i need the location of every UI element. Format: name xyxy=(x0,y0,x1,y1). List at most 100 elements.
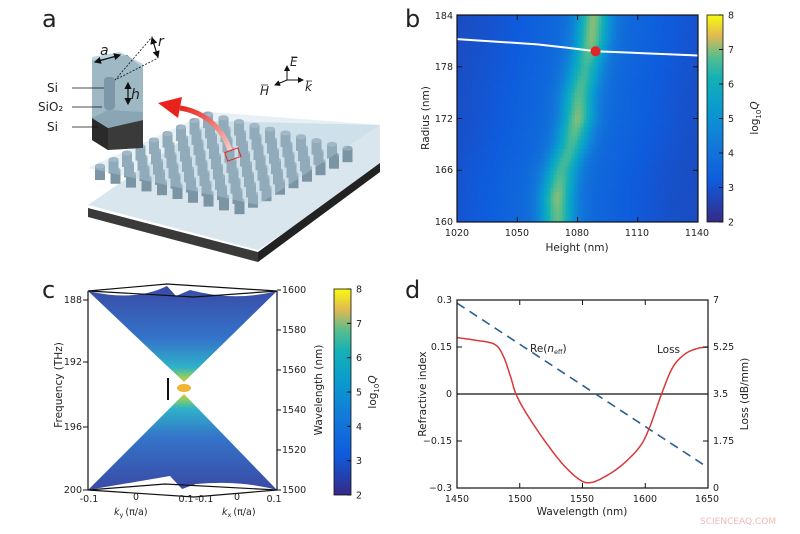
heatmap-cell xyxy=(484,75,488,81)
heatmap-cell xyxy=(583,204,587,210)
heatmap-cell xyxy=(517,75,521,81)
heatmap-cell xyxy=(565,36,569,42)
heatmap-cell xyxy=(556,118,560,124)
heatmap-cell xyxy=(634,71,639,76)
heatmap-cell xyxy=(484,174,488,180)
heatmap-cell xyxy=(664,105,669,111)
heatmap-cell xyxy=(628,127,633,132)
heatmap-cell xyxy=(616,23,621,29)
heatmap-cell xyxy=(517,157,521,163)
heatmap-cell xyxy=(634,32,639,37)
heatmap-cell xyxy=(688,148,693,154)
heatmap-cell xyxy=(646,135,651,141)
heatmap-cell xyxy=(514,45,518,50)
heatmap-cell xyxy=(589,79,593,85)
heatmap-cell xyxy=(523,105,527,111)
heatmap-cell xyxy=(553,79,557,85)
heatmap-cell xyxy=(529,23,533,29)
heatmap-cell xyxy=(673,53,678,59)
heatmap-cell xyxy=(631,183,636,188)
heatmap-cell xyxy=(613,200,618,206)
heatmap-cell xyxy=(463,127,467,132)
heatmap-cell xyxy=(571,92,575,98)
heatmap-cell xyxy=(481,127,485,132)
heatmap-cell xyxy=(694,196,699,201)
heatmap-cell xyxy=(478,109,482,115)
heatmap-cell xyxy=(562,191,566,197)
colorbar-tick-label: 5 xyxy=(728,114,734,125)
heatmap-cell xyxy=(487,32,491,37)
heatmap-cell xyxy=(589,209,593,214)
optimal-point-marker xyxy=(590,46,601,57)
heatmap-cell xyxy=(685,153,690,158)
heatmap-cell xyxy=(529,196,533,201)
heatmap-cell xyxy=(658,40,663,46)
heatmap-cell xyxy=(625,170,630,175)
heatmap-cell xyxy=(670,191,675,197)
heatmap-cell xyxy=(475,49,479,55)
heatmap-cell xyxy=(547,200,551,206)
heatmap-cell xyxy=(574,15,578,20)
heatmap-cell xyxy=(649,114,654,119)
heatmap-cell xyxy=(592,75,596,81)
heatmap-cell xyxy=(508,196,512,201)
heatmap-cell xyxy=(658,114,663,119)
heatmap-cell xyxy=(631,187,636,193)
heatmap-cell xyxy=(523,84,527,89)
heatmap-cell xyxy=(655,32,660,37)
y2-tick-label: 3.5 xyxy=(713,389,728,400)
heatmap-cell xyxy=(493,27,497,33)
heatmap-cell xyxy=(535,127,539,132)
heatmap-cell xyxy=(490,105,494,111)
heatmap-cell xyxy=(535,217,539,223)
heatmap-cell xyxy=(532,148,536,154)
heatmap-cell xyxy=(541,157,545,163)
heatmap-cell xyxy=(667,183,672,188)
heatmap-cell xyxy=(481,114,485,119)
pillar xyxy=(234,121,244,136)
heatmap-cell xyxy=(625,122,630,128)
upper-band-surface xyxy=(88,286,277,382)
heatmap-cell xyxy=(598,53,602,59)
heatmap-cell xyxy=(571,196,575,201)
heatmap-cell xyxy=(586,58,590,63)
heatmap-cell xyxy=(580,217,584,223)
heatmap-cell xyxy=(463,118,467,124)
heatmap-cell xyxy=(601,140,606,145)
heatmap-cell xyxy=(589,204,593,210)
heatmap-cell xyxy=(475,92,479,98)
heatmap-cell xyxy=(562,153,566,158)
heatmap-cell xyxy=(520,53,524,59)
heatmap-cell xyxy=(562,196,566,201)
heatmap-cell xyxy=(634,84,639,89)
heatmap-cell xyxy=(487,170,491,175)
pillar xyxy=(249,125,260,140)
heatmap-cell xyxy=(553,32,557,37)
heatmap-cell xyxy=(634,131,639,137)
heatmap-cell xyxy=(694,19,699,25)
heatmap-cell xyxy=(559,204,563,210)
heatmap-cell xyxy=(502,105,506,111)
heatmap-cell xyxy=(496,27,500,33)
heatmap-cell xyxy=(475,144,479,150)
heatmap-cell xyxy=(694,84,699,89)
heatmap-cell xyxy=(616,131,621,137)
heatmap-cell xyxy=(517,140,521,145)
heatmap-cell xyxy=(610,131,615,137)
heatmap-cell xyxy=(664,183,669,188)
heatmap-cell xyxy=(607,217,612,223)
heatmap-cell xyxy=(526,165,530,171)
heatmap-cell xyxy=(475,178,479,184)
heatmap-cell xyxy=(535,84,539,89)
heatmap-cell xyxy=(559,153,563,158)
heatmap-cell xyxy=(652,105,657,111)
heatmap-cell xyxy=(670,217,675,223)
heatmap-cell xyxy=(568,153,572,158)
heatmap-cell xyxy=(631,118,636,124)
heatmap-cell xyxy=(526,204,530,210)
heatmap-cell xyxy=(652,23,657,29)
heatmap-cell xyxy=(562,15,566,20)
heatmap-cell xyxy=(481,209,485,214)
heatmap-cell xyxy=(547,118,551,124)
heatmap-cell xyxy=(508,27,512,33)
